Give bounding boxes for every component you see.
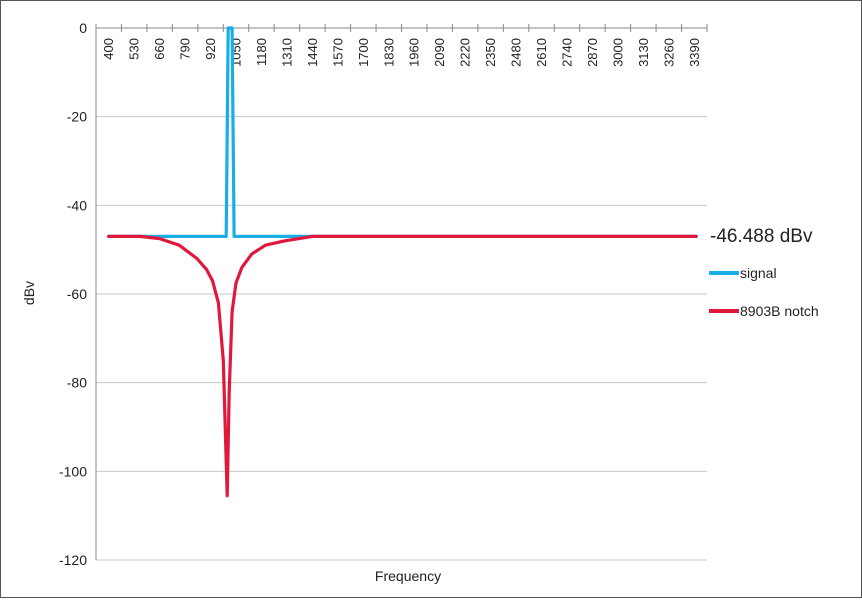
- x-tick-label: 2090: [432, 38, 447, 67]
- x-tick-label: 3130: [636, 38, 651, 67]
- axes: [95, 24, 708, 560]
- series-line-8903b-notch: [107, 234, 698, 498]
- x-tick-label: 530: [127, 38, 142, 60]
- grid-lines: [96, 116, 707, 561]
- x-tick-label: 790: [178, 38, 193, 60]
- x-tick-label: 1440: [305, 38, 320, 67]
- y-tick-label: -20: [67, 109, 87, 125]
- series-lines: [107, 26, 698, 498]
- x-tick-label: 2610: [534, 38, 549, 67]
- x-tick-label: 400: [101, 38, 116, 60]
- y-tick-labels: 0 -20 -40 -60 -80 -100 -120: [59, 20, 87, 568]
- x-tick-label: 2220: [458, 38, 473, 67]
- y-tick-label: -100: [59, 463, 87, 479]
- x-tick-label: 3260: [661, 38, 676, 67]
- x-tick-label: 2740: [559, 38, 574, 67]
- x-tick-label: 1180: [254, 38, 269, 66]
- y-tick-label: -80: [67, 375, 87, 391]
- x-axis-title: Frequency: [375, 568, 441, 584]
- x-tick-label: 1960: [407, 38, 422, 67]
- x-tick-label: 3390: [687, 38, 702, 67]
- y-tick-label: 0: [79, 20, 87, 36]
- x-tick-label: 660: [152, 38, 167, 60]
- x-tick-label: 2350: [483, 38, 498, 67]
- legend: signal 8903B notch: [709, 265, 819, 319]
- x-tick-label: 1310: [279, 38, 294, 67]
- y-tick-label: -60: [67, 286, 87, 302]
- y-tick-label: -120: [59, 552, 87, 568]
- x-tick-label: 1700: [356, 38, 371, 67]
- legend-label: signal: [740, 265, 777, 281]
- y-tick-label: -40: [67, 197, 87, 213]
- y-axis-title: dBv: [21, 281, 37, 305]
- legend-label: 8903B notch: [740, 303, 819, 319]
- x-tick-label: 3000: [610, 38, 625, 67]
- x-tick-label: 920: [203, 38, 218, 60]
- x-tick-label: 1570: [330, 38, 345, 67]
- level-annotation: -46.488 dBv: [710, 226, 813, 247]
- x-tick-label: 2480: [509, 38, 524, 67]
- x-tick-label: 1830: [381, 38, 396, 67]
- x-tick-label: 2870: [585, 38, 600, 67]
- x-tick-labels: 400 530 660 790 920 1050 1180 1310 1440 1570 1700 1…: [101, 38, 702, 67]
